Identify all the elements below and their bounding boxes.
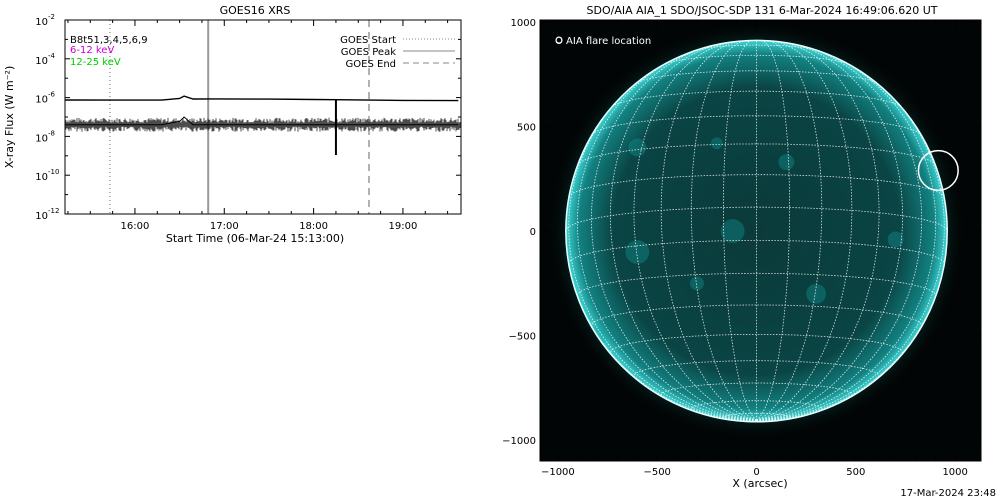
aia-legend-circle-icon bbox=[555, 36, 563, 44]
aia-y-tick-label: 1000 bbox=[511, 18, 536, 29]
goes-y-tick-label: 10 bbox=[35, 172, 48, 183]
legend-goes-start-label: GOES Start bbox=[340, 35, 396, 46]
aia-y-tick-label: 0 bbox=[530, 227, 536, 238]
aia-title: SDO/AIA AIA_1 SDO/JSOC-SDP 131 6-Mar-202… bbox=[587, 4, 938, 17]
aia-grid-line bbox=[756, 44, 923, 421]
aia-y-tick-label: 500 bbox=[517, 123, 536, 134]
aia-bright-region bbox=[806, 283, 827, 304]
aia-bright-region bbox=[778, 154, 795, 171]
aia-bright-region bbox=[710, 137, 723, 150]
aia-y-tick-label: −1000 bbox=[502, 436, 536, 447]
series-noise-band bbox=[65, 117, 461, 132]
aia-x-axis-label: X (arcsec) bbox=[732, 477, 787, 490]
goes-y-tick-exponent: -6 bbox=[48, 91, 56, 99]
aia-grid-line bbox=[660, 382, 853, 398]
aia-heliographic-grid bbox=[565, 40, 948, 422]
goes-y-tick-label: 10 bbox=[35, 17, 48, 28]
aia-x-tick-label: 0 bbox=[753, 467, 759, 478]
goes-y-tick-exponent: -4 bbox=[48, 52, 56, 60]
aia-grid-line bbox=[660, 40, 757, 421]
goes-y-tick-exponent: -2 bbox=[48, 13, 55, 21]
aia-bright-region bbox=[720, 219, 745, 244]
series-line-0 bbox=[65, 95, 459, 102]
aia-active-regions bbox=[587, 137, 904, 346]
goes-y-tick-label: 10 bbox=[35, 95, 48, 106]
goes-legend-right: GOES Start GOES Peak GOES End bbox=[340, 35, 455, 70]
aia-bright-region bbox=[628, 138, 647, 157]
aia-grid-line bbox=[592, 115, 922, 135]
aia-flare-location-marker bbox=[917, 149, 959, 192]
goes-y-tick-exponent: -12 bbox=[48, 207, 59, 215]
aia-x-tick-label: 1000 bbox=[942, 467, 967, 478]
goes-x-tick-label: 16:00 bbox=[121, 221, 150, 232]
aia-limb bbox=[565, 39, 948, 423]
goes-legend-left: B8t51,3,4,5,6,9 6-12 keV 12-25 keV bbox=[70, 35, 148, 68]
goes-plot-content bbox=[65, 20, 461, 214]
aia-frame bbox=[539, 19, 982, 462]
goes-y-tick-label: 10 bbox=[35, 211, 48, 222]
aia-grid-line bbox=[756, 42, 904, 421]
aia-x-tick-label: 500 bbox=[846, 467, 865, 478]
aia-legend: O AIA flare location bbox=[555, 36, 651, 47]
goes-x-axis: 16:00 17:00 18:00 19:00 bbox=[67, 20, 449, 232]
goes-x-tick-label: 17:00 bbox=[210, 221, 239, 232]
aia-bright-region bbox=[887, 231, 904, 248]
goes-y-tick-label: 10 bbox=[35, 133, 48, 144]
goes-y-axis-label: X-ray Flux (W m⁻²) bbox=[3, 66, 16, 168]
aia-grid-line bbox=[568, 81, 757, 421]
aia-grid-line bbox=[756, 81, 945, 421]
aia-grid-line bbox=[756, 51, 937, 421]
aia-bright-region bbox=[625, 240, 650, 264]
aia-grid-line bbox=[568, 174, 945, 198]
legend-goes-peak-label: GOES Peak bbox=[341, 47, 396, 58]
aia-grid-line bbox=[576, 51, 757, 421]
legend-goes-end-label: GOES End bbox=[346, 59, 396, 70]
aia-y-axis: 1000 500 0 −500 −1000 bbox=[502, 18, 981, 447]
goes-plot-frame bbox=[64, 19, 462, 215]
aia-x-tick-label: −1000 bbox=[541, 467, 575, 478]
aia-y-tick-label: −500 bbox=[509, 332, 536, 343]
aia-grid-line bbox=[633, 41, 757, 421]
aia-x-tick-label: −500 bbox=[643, 467, 670, 478]
aia-x-axis: −1000 −500 0 500 1000 bbox=[541, 20, 968, 478]
goes-y-tick-label: 10 bbox=[35, 56, 48, 67]
aia-grid-line bbox=[756, 40, 853, 421]
legend-energy-low: 6-12 keV bbox=[70, 45, 114, 56]
aia-grid-line bbox=[611, 90, 902, 107]
aia-panel: SDO/AIA AIA_1 SDO/JSOC-SDP 131 6-Mar-202… bbox=[502, 4, 982, 490]
footer-timestamp: 17-Mar-2024 23:48 bbox=[900, 488, 996, 499]
goes-x-axis-label: Start Time (06-Mar-24 15:13:00) bbox=[166, 232, 344, 245]
goes-y-tick-exponent: -10 bbox=[48, 168, 59, 176]
goes-x-tick-label: 18:00 bbox=[299, 221, 328, 232]
legend-energy-high: 12-25 keV bbox=[70, 57, 121, 68]
aia-grid-line bbox=[609, 42, 757, 421]
aia-grid-line bbox=[633, 360, 880, 378]
legend-detector-label: B8t51,3,4,5,6,9 bbox=[70, 35, 148, 46]
goes-y-tick-exponent: -8 bbox=[48, 129, 55, 137]
aia-grid-line bbox=[590, 44, 757, 421]
aia-grid-line bbox=[756, 41, 880, 421]
aia-bright-region bbox=[689, 276, 704, 291]
goes-chart-title: GOES16 XRS bbox=[220, 4, 291, 17]
goes-x-tick-label: 19:00 bbox=[389, 221, 418, 232]
